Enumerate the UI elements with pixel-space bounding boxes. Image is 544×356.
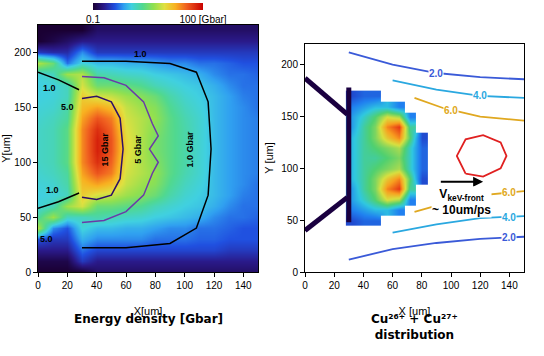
svg-text:200: 200 xyxy=(281,59,298,70)
svg-text:0: 0 xyxy=(292,267,298,278)
svg-text:5 Gbar: 5 Gbar xyxy=(133,135,143,164)
svg-text:0: 0 xyxy=(35,280,41,291)
svg-text:0: 0 xyxy=(25,267,31,278)
svg-text:5.0: 5.0 xyxy=(61,102,74,112)
svg-text:100: 100 xyxy=(176,280,193,291)
svg-text:20: 20 xyxy=(329,280,341,291)
svg-text:Energy density [Gbar]: Energy density [Gbar] xyxy=(74,312,223,326)
svg-text:4.0: 4.0 xyxy=(502,212,516,223)
svg-text:50: 50 xyxy=(20,212,32,223)
svg-text:80: 80 xyxy=(416,280,428,291)
svg-text:50: 50 xyxy=(287,215,299,226)
svg-text:1.0: 1.0 xyxy=(134,49,147,59)
svg-text:150: 150 xyxy=(14,102,31,113)
svg-text:150: 150 xyxy=(281,111,298,122)
svg-text:5.0: 5.0 xyxy=(40,234,53,244)
svg-text:80: 80 xyxy=(150,280,162,291)
svg-text:X [um]: X [um] xyxy=(399,305,431,317)
svg-text:60: 60 xyxy=(120,280,132,291)
svg-text:100: 100 xyxy=(14,157,31,168)
svg-text:100: 100 xyxy=(281,163,298,174)
svg-text:120: 120 xyxy=(206,280,223,291)
svg-text:140: 140 xyxy=(235,280,252,291)
svg-text:200: 200 xyxy=(14,47,31,58)
svg-text:2.0: 2.0 xyxy=(429,68,443,79)
svg-text:0.1: 0.1 xyxy=(86,14,100,25)
svg-text:4.0: 4.0 xyxy=(473,90,487,101)
svg-text:20: 20 xyxy=(62,280,74,291)
svg-text:X[um]: X[um] xyxy=(134,305,163,317)
svg-text:6.0: 6.0 xyxy=(444,105,458,116)
svg-text:2.0: 2.0 xyxy=(502,232,516,243)
svg-text:0: 0 xyxy=(302,280,308,291)
svg-text:Cu²⁶⁺ + Cu²⁷⁺distribution: Cu²⁶⁺ + Cu²⁷⁺distribution xyxy=(371,312,458,342)
svg-text:Y[um]: Y[um] xyxy=(0,134,12,163)
svg-text:V​keV-front​~ 10um/ps: V​keV-front​~ 10um/ps xyxy=(432,187,491,217)
svg-text:100: 100 xyxy=(443,280,460,291)
svg-text:40: 40 xyxy=(358,280,370,291)
svg-text:100 [Gbar]: 100 [Gbar] xyxy=(179,14,226,25)
svg-text:60: 60 xyxy=(387,280,399,291)
svg-text:120: 120 xyxy=(472,280,489,291)
svg-text:1.0 Gbar: 1.0 Gbar xyxy=(185,131,195,168)
svg-text:40: 40 xyxy=(91,280,103,291)
svg-text:1.0: 1.0 xyxy=(43,83,56,93)
svg-text:140: 140 xyxy=(501,280,518,291)
svg-text:1.0: 1.0 xyxy=(46,185,59,195)
svg-text:15 Gbar: 15 Gbar xyxy=(100,133,110,167)
svg-text:6.0: 6.0 xyxy=(502,187,516,198)
svg-text:Y [um]: Y [um] xyxy=(263,142,275,174)
